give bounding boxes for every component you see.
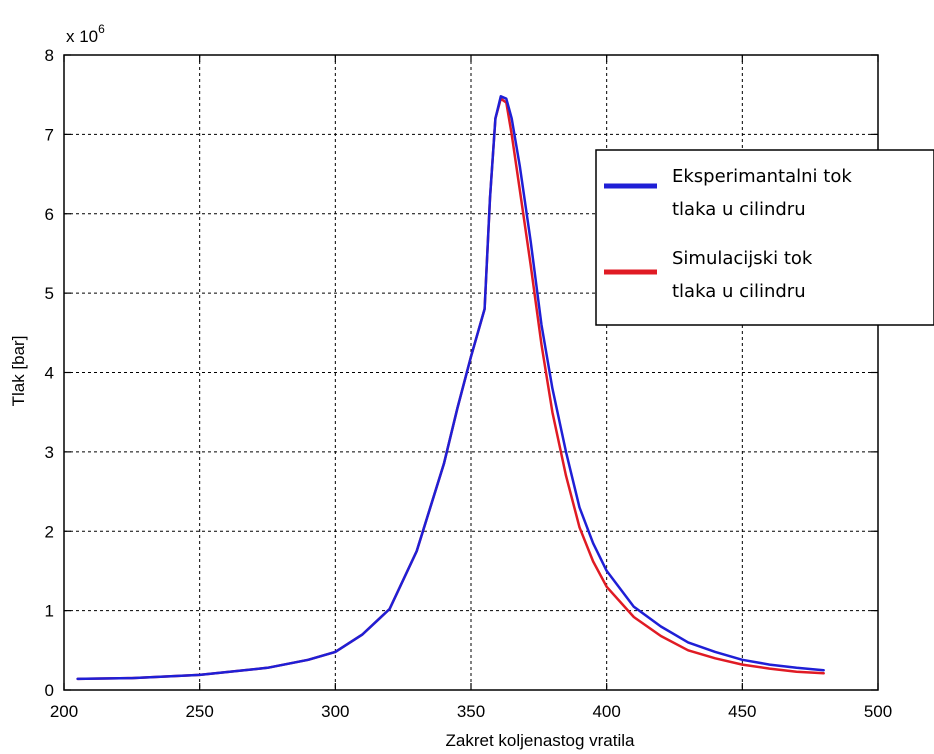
y-tick-label: 2 (45, 522, 54, 541)
x-tick-label: 450 (728, 702, 756, 721)
x-tick-label: 500 (864, 702, 892, 721)
legend-label-experimental-line1: Eksperimantalni tok (672, 166, 852, 187)
series-lines (76, 95, 825, 681)
y-tick-label: 0 (45, 681, 54, 700)
y-tick-label: 4 (45, 364, 54, 383)
legend-box (595, 149, 934, 326)
x-tick-label: 300 (321, 702, 349, 721)
x-tick-label: 400 (592, 702, 620, 721)
x-tick-label: 200 (50, 702, 78, 721)
y-tick-label: 6 (45, 205, 54, 224)
series-line-experimental (76, 95, 825, 681)
legend: Eksperimantalni tok tlaka u cilindru Sim… (595, 149, 934, 326)
y-axis-multiplier: x 106 (66, 22, 105, 46)
y-tick-label: 1 (45, 602, 54, 621)
legend-label-simulation-line2: tlaka u cilindru (672, 281, 806, 302)
y-tick-label: 5 (45, 284, 54, 303)
y-tick-label: 7 (45, 125, 54, 144)
legend-label-simulation-line1: Simulacijski tok (672, 248, 813, 269)
y-tick-label: 8 (45, 46, 54, 65)
x-tick-label: 250 (185, 702, 213, 721)
legend-label-experimental-line2: tlaka u cilindru (672, 199, 806, 220)
axis-ticks: 200 250 300 350 400 450 500 0 1 2 3 4 5 6 7 8 (45, 46, 893, 721)
x-tick-label: 350 (457, 702, 485, 721)
y-tick-label: 3 (45, 443, 54, 462)
y-axis-label: Tlak [bar] (9, 336, 28, 407)
x-axis-label: Zakret koljenastog vratila (446, 731, 636, 750)
